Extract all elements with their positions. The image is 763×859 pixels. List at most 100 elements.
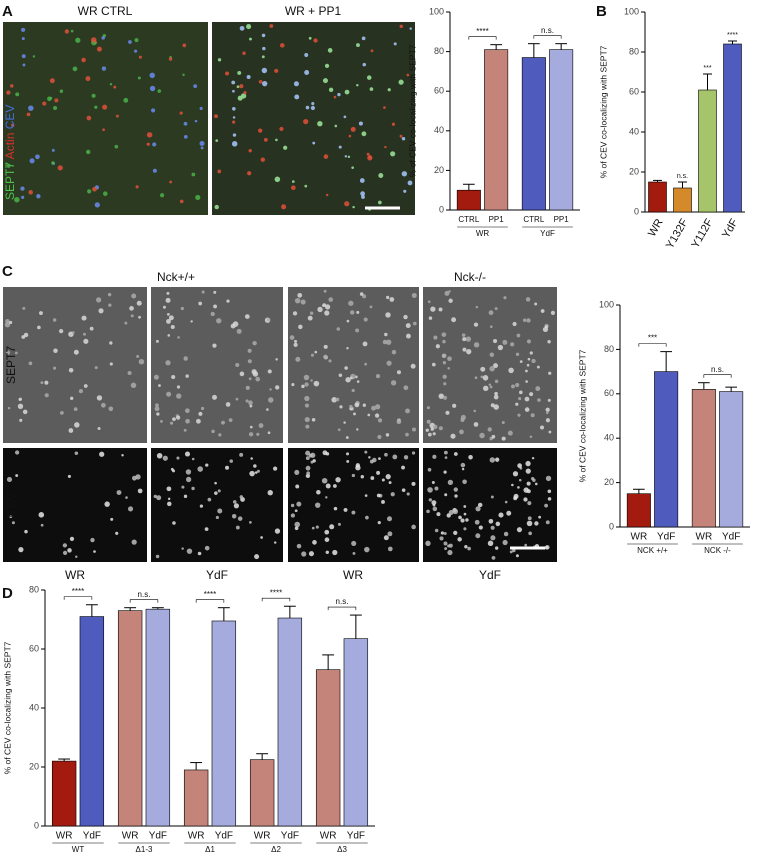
micrograph-spot: [167, 501, 172, 507]
micrograph-spot: [312, 540, 317, 545]
bar: [183, 769, 209, 827]
micrograph-spot: [249, 470, 255, 477]
micrograph-spot: [434, 486, 439, 491]
micrograph-spot: [530, 413, 535, 418]
micrograph-spot: [403, 314, 408, 320]
micrograph-spot: [362, 403, 367, 407]
x-tick-label: WR: [696, 532, 713, 543]
micrograph-spot: [443, 470, 447, 474]
micrograph-spot: [21, 54, 26, 59]
micrograph-spot: [507, 430, 513, 436]
micrograph-spot: [211, 429, 215, 434]
micrograph-spot: [475, 305, 479, 309]
micrograph-spot: [545, 418, 550, 423]
micrograph-spot: [179, 199, 184, 204]
micrograph-spot: [442, 339, 446, 344]
micrograph-spot: [28, 190, 33, 195]
micrograph-spot: [370, 476, 375, 480]
micrograph-spot: [466, 349, 472, 355]
bar: [521, 57, 546, 211]
micrograph-spot: [217, 489, 221, 493]
micrograph-spot: [337, 428, 341, 432]
significance-label: ****: [204, 590, 216, 599]
micrograph-spot: [383, 535, 389, 541]
micrograph-spot: [11, 123, 15, 127]
micrograph-spot: [313, 38, 318, 43]
micrograph-spot: [263, 137, 268, 142]
micrograph-spot: [306, 471, 311, 476]
micrograph-spot: [512, 548, 516, 553]
micrograph-spot: [367, 413, 371, 417]
micrograph-spot: [193, 84, 198, 89]
micrograph-spot: [191, 172, 196, 177]
micrograph-spot: [537, 398, 541, 402]
micrograph-spot: [121, 454, 124, 457]
micrograph-spot: [99, 451, 105, 457]
micrograph-spot: [289, 335, 295, 340]
channel-label: Actin: [3, 133, 17, 160]
micrograph-spot: [215, 515, 219, 520]
micrograph-spot: [115, 114, 119, 118]
micrograph-spot: [460, 462, 466, 468]
micrograph-spot: [438, 426, 443, 431]
micrograph-spot: [329, 524, 335, 530]
micrograph-spot: [377, 434, 382, 440]
micrograph-spot: [438, 307, 443, 312]
micrograph-spot: [91, 93, 96, 98]
micrograph-spot: [444, 547, 448, 550]
micrograph-spot: [447, 479, 454, 486]
micrograph-spot: [362, 341, 368, 347]
micrograph-spot: [156, 495, 162, 501]
image-header: Nck+/+: [157, 270, 195, 284]
micrograph-spot: [39, 311, 43, 315]
micrograph-spot: [487, 427, 492, 432]
micrograph-spot: [440, 531, 444, 535]
micrograph-spot: [226, 299, 230, 303]
micrograph-spot: [149, 85, 156, 92]
y-tick-label: 0: [634, 206, 639, 216]
micrograph-spot: [134, 49, 138, 53]
micrograph-spot: [294, 94, 300, 100]
micrograph-spot: [100, 402, 106, 408]
significance-bracket: [533, 35, 562, 39]
micrograph-spot: [527, 516, 532, 521]
micrograph-spot: [359, 178, 365, 183]
micrograph-spot: [406, 492, 410, 496]
micrograph-spot: [391, 122, 396, 126]
micrograph-spot: [75, 555, 78, 558]
bar: [691, 389, 716, 528]
x-tick-label: CTRL: [523, 215, 544, 224]
micrograph-spot: [390, 151, 396, 157]
micrograph-spot: [160, 419, 163, 423]
micrograph-spot: [526, 489, 531, 494]
bar: [117, 610, 143, 827]
micrograph-spot: [371, 405, 376, 411]
micrograph: [212, 22, 415, 215]
micrograph-spot: [81, 57, 86, 63]
micrograph-spot: [387, 88, 391, 92]
micrograph: [3, 448, 147, 562]
micrograph-spot: [545, 411, 549, 415]
micrograph-spot: [300, 299, 306, 305]
significance-label: ***: [648, 334, 657, 343]
micrograph-spot: [113, 85, 117, 89]
micrograph-spot: [453, 530, 458, 535]
micrograph-spot: [162, 455, 168, 461]
micrograph-spot: [366, 75, 372, 80]
micrograph-spot: [216, 318, 222, 324]
micrograph-spot: [403, 385, 409, 391]
micrograph-spot: [374, 413, 380, 418]
micrograph-spot: [42, 101, 47, 106]
micrograph-spot: [213, 290, 217, 294]
micrograph-spot: [328, 359, 332, 363]
micrograph-spot: [386, 360, 392, 366]
micrograph-spot: [433, 335, 438, 340]
micrograph: [151, 287, 283, 443]
micrograph-spot: [519, 360, 523, 364]
micrograph-spot: [461, 333, 466, 337]
micrograph-spot: [235, 397, 239, 401]
significance-label: n.s.: [541, 26, 554, 35]
group-label: WT: [72, 845, 85, 854]
micrograph-spot: [49, 78, 55, 84]
micrograph-spot: [217, 508, 223, 514]
